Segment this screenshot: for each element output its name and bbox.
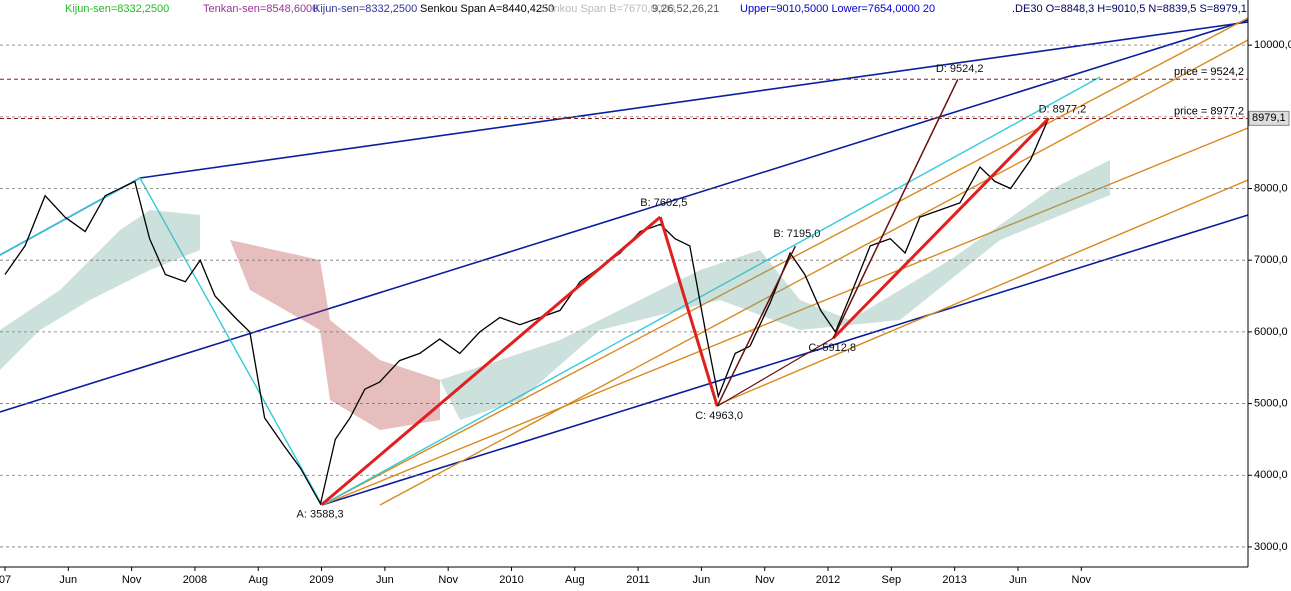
pattern-line — [832, 78, 959, 339]
indicator-label: Upper=9010,5000 Lower=7654,0000 20 — [740, 3, 935, 15]
last-price-box — [1248, 110, 1290, 126]
cyan-line — [321, 76, 1101, 506]
point-label: B: 7195,0 — [773, 228, 820, 240]
y-tick-label: 5000,0 — [1254, 397, 1288, 409]
channel-line — [321, 127, 1249, 506]
channel-line — [321, 214, 1249, 506]
x-tick-label: Nov — [755, 574, 775, 586]
y-tick-label: 4000,0 — [1254, 469, 1288, 481]
last-price-label: 8979,1 — [1252, 112, 1286, 124]
x-tick-label: Nov — [438, 574, 458, 586]
pattern-line — [716, 245, 797, 407]
indicator-label: Tenkan-sen=8548,6000 — [203, 3, 318, 15]
x-tick-label: 2010 — [499, 574, 523, 586]
pattern-line — [832, 117, 1050, 340]
pattern-line — [320, 215, 662, 506]
x-tick-label: Nov — [1072, 574, 1092, 586]
indicator-label: Senkou Span B=7670,0000 — [540, 3, 675, 15]
y-tick-label: 6000,0 — [1254, 326, 1288, 338]
channel-line — [139, 21, 1249, 179]
channel-line — [0, 19, 1249, 413]
x-tick-label: 07 — [0, 574, 11, 586]
channel-line — [321, 17, 1249, 506]
x-tick-label: 2009 — [309, 574, 333, 586]
x-tick-label: Jun — [59, 574, 77, 586]
x-tick-label: Nov — [122, 574, 142, 586]
y-tick-label: 7000,0 — [1254, 254, 1288, 266]
point-label: D: 8977,2 — [1039, 103, 1087, 115]
y-tick-label: 8000,0 — [1254, 182, 1288, 194]
pattern-line — [716, 337, 834, 407]
x-tick-label: 2011 — [626, 574, 650, 586]
channel-line — [379, 39, 1249, 506]
channel-line — [716, 179, 1249, 406]
indicator-label: 9,26,52,26,21 — [652, 3, 719, 15]
x-tick-label: 2013 — [942, 574, 966, 586]
cloud-area — [230, 240, 440, 430]
x-tick-label: 2008 — [183, 574, 207, 586]
cloud-area — [0, 210, 200, 370]
x-tick-label: Aug — [565, 574, 585, 586]
price-label: price = 9524,2 — [1174, 66, 1244, 78]
pattern-line — [658, 216, 719, 407]
cyan-line — [139, 177, 323, 506]
x-tick-label: 2012 — [816, 574, 840, 586]
x-tick-label: Jun — [376, 574, 394, 586]
indicator-label: Kijun-sen=8332,2500 — [65, 3, 169, 15]
channels — [0, 17, 1249, 506]
price-label: price = 8977,2 — [1174, 105, 1244, 117]
indicator-label: .DE30 O=8848,3 H=9010,5 N=8839,5 S=8979,… — [1012, 3, 1247, 15]
point-label: D: 9524,2 — [936, 63, 984, 75]
x-tick-label: Jun — [1009, 574, 1027, 586]
point-label: B: 7602,5 — [640, 197, 687, 209]
indicator-label: Kijun-sen=8332,2500 — [313, 3, 417, 15]
point-label: C: 4963,0 — [695, 410, 743, 422]
point-label: C: 5912,8 — [808, 342, 856, 354]
point-label: A: 3588,3 — [297, 509, 344, 521]
x-tick-label: Jun — [693, 574, 711, 586]
y-tick-label: 10000,0 — [1254, 39, 1291, 51]
x-tick-label: Sep — [882, 574, 902, 586]
indicator-label: Senkou Span A=8440,4250 — [420, 3, 554, 15]
x-tick-label: Aug — [248, 574, 268, 586]
y-tick-label: 3000,0 — [1254, 541, 1288, 553]
